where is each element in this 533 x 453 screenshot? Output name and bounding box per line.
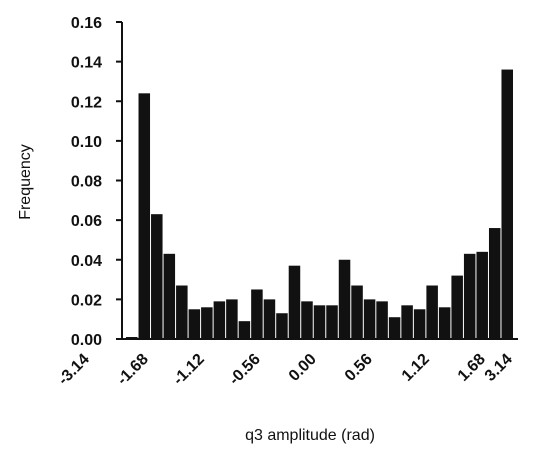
histogram-bar: [476, 251, 488, 339]
histogram-bar: [438, 307, 451, 339]
histogram-bar: [376, 301, 388, 339]
histogram-bar: [363, 299, 376, 340]
x-tick-label: -0.56: [226, 351, 264, 389]
histogram-bar: [138, 93, 151, 339]
histogram-bars: [126, 69, 513, 340]
y-tick-label: 0.00: [71, 332, 102, 349]
y-tick-label: 0.10: [71, 134, 102, 151]
y-tick-label: 0.02: [71, 292, 102, 309]
y-tick-label: 0.14: [71, 55, 102, 72]
histogram-bar: [313, 305, 326, 339]
x-tick-label: -1.68: [114, 351, 152, 389]
x-tick-label: -3.14: [55, 351, 93, 389]
histogram-bar: [263, 299, 276, 340]
histogram-bar: [213, 301, 226, 339]
y-tick-label: 0.04: [71, 253, 102, 270]
histogram-bar: [226, 299, 238, 340]
histogram-bar: [176, 285, 188, 339]
x-tick-label: 0.00: [286, 351, 320, 385]
x-tick-label: 0.56: [342, 351, 376, 385]
y-tick-label: 0.12: [71, 94, 102, 111]
histogram-bar: [501, 69, 513, 340]
histogram-bar: [188, 309, 201, 339]
histogram-bar: [326, 305, 338, 339]
histogram-bar: [338, 259, 351, 339]
y-tick-label: 0.08: [71, 174, 102, 191]
histogram-bar: [201, 307, 213, 339]
histogram-bar: [488, 228, 501, 339]
histogram-bar: [151, 214, 163, 339]
x-tick-label: 3.14: [482, 351, 516, 385]
x-tick-label: 1.12: [399, 351, 433, 385]
x-tick-label: -1.12: [170, 351, 208, 389]
x-tick-label: 1.68: [455, 351, 489, 385]
y-axis-title: Frequency: [17, 144, 34, 220]
y-axis-ticks: 0.00 0.02 0.04 0.06 0.08 0.10 0.12 0.14 0.16: [71, 15, 122, 349]
histogram-bar: [413, 309, 426, 339]
histogram-bar: [288, 265, 301, 339]
histogram-bar: [163, 253, 176, 339]
histogram-bar: [238, 321, 251, 339]
y-tick-label: 0.16: [71, 15, 102, 32]
x-axis-title: q3 amplitude (rad): [245, 427, 375, 444]
histogram-bar: [401, 305, 413, 339]
histogram-bar: [451, 275, 463, 339]
histogram-bar: [426, 285, 438, 339]
histogram-bar: [351, 285, 363, 339]
histogram-bar: [301, 301, 313, 339]
histogram-bar: [251, 289, 263, 339]
x-axis-ticks: -3.14 -1.68 -1.12 -0.56 0.00 0.56 1.12 1.683.14: [55, 351, 516, 389]
histogram-bar: [388, 317, 401, 339]
y-tick-label: 0.06: [71, 213, 102, 230]
histogram-bar: [276, 313, 288, 339]
histogram-bar: [463, 253, 476, 339]
